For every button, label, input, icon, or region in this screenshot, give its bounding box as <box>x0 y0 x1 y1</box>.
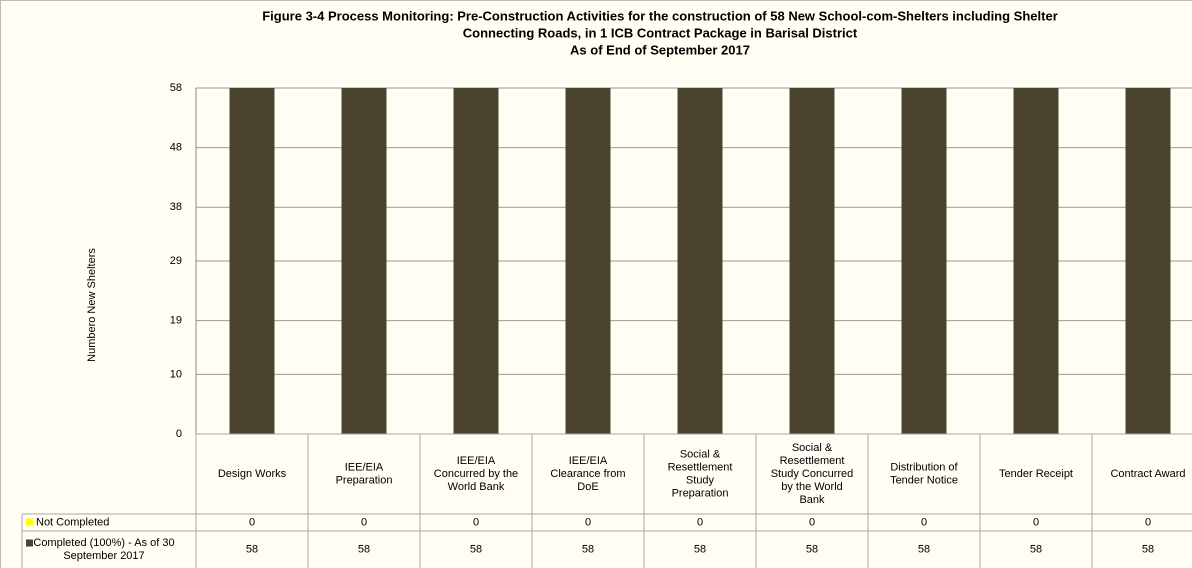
y-tick-label: 19 <box>170 315 182 327</box>
chart-title: As of End of September 2017 <box>570 42 750 57</box>
y-axis-title: Numbero New Shelters <box>86 248 98 362</box>
x-tick-label: IEE/EIA Preparation <box>336 461 393 486</box>
y-tick-label: 29 <box>170 255 182 267</box>
bar <box>453 88 499 434</box>
x-tick-label: Social & Resettlement Study Concurred by th… <box>771 442 854 506</box>
data-label: 58 <box>806 543 818 555</box>
data-label: 0 <box>249 516 255 528</box>
chart-title: Connecting Roads, in 1 ICB Contract Pack… <box>463 25 858 40</box>
y-tick-label: 10 <box>170 368 182 380</box>
x-tick-label: IEE/EIA Concurred by the World Bank <box>434 455 518 493</box>
bar <box>565 88 611 434</box>
bar <box>789 88 835 434</box>
y-tick-label: 48 <box>170 142 182 154</box>
data-label: 0 <box>1145 516 1151 528</box>
bar <box>1013 88 1059 434</box>
y-tick-label: 38 <box>170 201 182 213</box>
legend-label: Completed (100%) - As of 30 September 201… <box>33 537 174 562</box>
bar <box>229 88 275 434</box>
legend-swatch <box>26 518 33 526</box>
data-label: 58 <box>918 543 930 555</box>
data-label: 58 <box>1142 543 1154 555</box>
data-label: 58 <box>358 543 370 555</box>
data-label: 0 <box>361 516 367 528</box>
data-label: 0 <box>473 516 479 528</box>
data-label: 0 <box>697 516 703 528</box>
data-label: 58 <box>582 543 594 555</box>
bar <box>1125 88 1171 434</box>
x-tick-label: IEE/EIA Clearance from DoE <box>550 455 625 493</box>
data-label: 0 <box>809 516 815 528</box>
bar <box>901 88 947 434</box>
x-tick-label: Contract Award <box>1110 468 1185 480</box>
data-label: 58 <box>1030 543 1042 555</box>
x-tick-label: Tender Receipt <box>999 468 1073 480</box>
x-tick-label: Social & Resettlement Study Preparation <box>668 448 733 499</box>
y-tick-label: 58 <box>170 82 182 94</box>
data-label: 0 <box>1033 516 1039 528</box>
data-label: 0 <box>585 516 591 528</box>
data-label: 58 <box>694 543 706 555</box>
data-label: 58 <box>246 543 258 555</box>
data-label: 0 <box>921 516 927 528</box>
x-tick-label: Design Works <box>218 468 287 480</box>
bar <box>341 88 387 434</box>
y-tick-label: 0 <box>176 428 182 440</box>
legend-swatch <box>26 539 33 547</box>
data-label: 58 <box>470 543 482 555</box>
bar <box>677 88 723 434</box>
legend-label: Not Completed <box>36 516 109 528</box>
chart-title: Figure 3-4 Process Monitoring: Pre-Const… <box>262 8 1058 23</box>
x-tick-label: Distribution of Tender Notice <box>890 461 959 486</box>
